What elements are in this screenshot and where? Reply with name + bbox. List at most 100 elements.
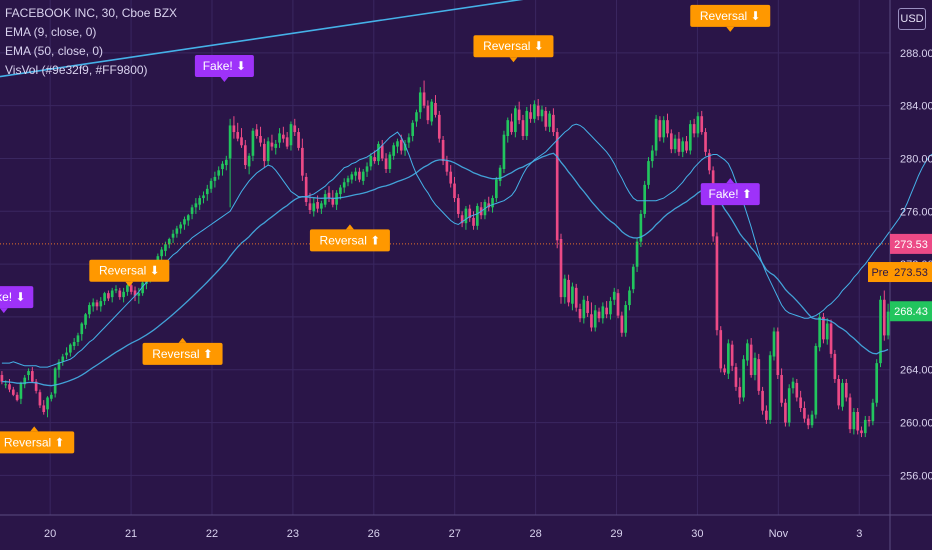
candle-body <box>753 357 757 376</box>
badge-text: 268.43 <box>894 306 928 318</box>
y-tick-label: 280.00 <box>900 153 932 165</box>
legend: FACEBOOK INC, 30, Cboe BZX EMA (9, close… <box>5 4 177 80</box>
candle-body <box>719 330 723 369</box>
candle-body <box>46 397 49 410</box>
candle-body <box>263 143 266 162</box>
candle-body <box>510 121 513 133</box>
label-box <box>89 259 170 282</box>
candle-body <box>384 158 388 170</box>
candle-body <box>392 145 395 156</box>
fake-label: Fake! ⬇ <box>194 55 254 83</box>
candle-body <box>346 178 350 183</box>
candle-body <box>795 382 799 398</box>
candle-body <box>609 301 612 315</box>
x-tick-label: 22 <box>206 528 218 540</box>
candle-body <box>213 176 217 181</box>
candle-body <box>95 302 99 307</box>
candle-body <box>8 384 11 390</box>
candle-body <box>72 342 76 346</box>
candle-body <box>240 137 243 146</box>
candle-body <box>133 290 137 296</box>
candle-body <box>84 314 87 325</box>
candle-body <box>605 307 608 315</box>
candle-body <box>15 394 19 401</box>
candle-body <box>331 198 335 205</box>
candle-body <box>175 228 179 234</box>
candle-body <box>274 143 278 148</box>
candle-body <box>441 139 445 162</box>
grid <box>0 0 890 515</box>
candle-body <box>171 233 175 238</box>
trend-line <box>0 0 524 78</box>
candle-body <box>772 331 776 357</box>
candle-body <box>863 419 867 434</box>
label-text: Reversal ⬇ <box>483 39 544 53</box>
candle-body <box>232 125 236 133</box>
candle-body <box>612 291 616 300</box>
candle-body <box>559 239 563 298</box>
candle-body <box>110 290 114 298</box>
pre-badge-label: Pre <box>871 267 888 279</box>
y-tick-label: 264.00 <box>900 365 932 377</box>
candle-body <box>734 367 738 387</box>
candle-body <box>803 408 806 419</box>
x-tick-label: 28 <box>529 528 541 540</box>
candle-body <box>761 390 764 411</box>
candle-body <box>251 130 255 156</box>
candle-body <box>289 124 293 146</box>
candle-body <box>69 344 72 353</box>
candle-body <box>685 141 688 151</box>
candle-body <box>688 124 692 151</box>
candle-body <box>662 120 666 138</box>
candle-body <box>654 118 658 151</box>
candle-body <box>57 361 61 370</box>
label-text: Reversal ⬇ <box>99 264 160 278</box>
candle-body <box>323 194 327 205</box>
label-pointer <box>726 26 735 32</box>
badge-text: 273.53 <box>894 239 928 251</box>
x-tick-label: Nov <box>769 528 789 540</box>
candle-body <box>221 163 224 170</box>
candle-body <box>369 155 373 167</box>
y-tick-label: 276.00 <box>900 206 932 218</box>
candle-body <box>297 132 300 148</box>
label-box <box>142 342 223 365</box>
reversal-label: Reversal ⬆ <box>0 426 75 454</box>
candle-body <box>814 345 818 415</box>
candle-body <box>822 316 825 340</box>
candle-body <box>266 141 270 162</box>
candle-body <box>536 105 540 117</box>
candle-body <box>339 187 342 195</box>
legend-visvol: VisVol (#9e32f9, #FF9800) <box>5 63 148 77</box>
y-tick-label: 256.00 <box>900 470 932 482</box>
candle-body <box>255 129 259 137</box>
x-tick-label: 27 <box>449 528 461 540</box>
candle-body <box>308 203 312 210</box>
candle-body <box>205 188 209 195</box>
label-box <box>194 55 254 78</box>
candle-body <box>666 120 669 134</box>
candle-body <box>278 133 281 143</box>
candle-body <box>122 291 125 298</box>
candle-body <box>61 356 65 362</box>
label-box <box>700 183 760 206</box>
label-box <box>473 35 554 58</box>
candle-body <box>514 108 517 133</box>
candle-body <box>681 141 685 152</box>
currency-button[interactable]: USD <box>898 8 926 30</box>
label-pointer <box>30 426 39 432</box>
candle-body <box>183 219 186 225</box>
candle-body <box>597 311 601 319</box>
candle-body <box>247 155 251 167</box>
candle-body <box>137 293 141 296</box>
candle-body <box>23 377 27 385</box>
candle-body <box>53 368 57 394</box>
candle-body <box>259 136 262 143</box>
candle-body <box>373 157 376 162</box>
candle-body <box>708 153 711 171</box>
candle-body <box>879 299 882 364</box>
candle-body <box>669 133 673 150</box>
candle-body <box>282 134 285 139</box>
candle-body <box>354 171 357 176</box>
